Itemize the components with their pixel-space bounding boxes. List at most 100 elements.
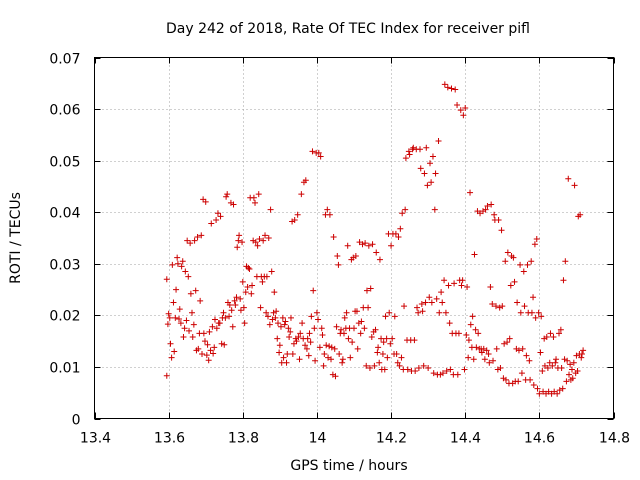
- data-point: [560, 277, 567, 284]
- data-point: [416, 146, 423, 153]
- plot-frame: [94, 57, 614, 419]
- data-point: [226, 302, 233, 309]
- data-point: [252, 199, 259, 206]
- data-point: [424, 182, 431, 189]
- data-point: [426, 160, 433, 167]
- data-point: [287, 328, 294, 335]
- data-point: [504, 249, 511, 256]
- data-point: [254, 242, 261, 249]
- data-point: [547, 330, 554, 337]
- data-point: [507, 282, 514, 289]
- data-point: [287, 314, 294, 321]
- data-point: [297, 330, 304, 337]
- data-point: [391, 313, 398, 320]
- data-point: [299, 320, 306, 327]
- data-point: [187, 290, 194, 297]
- data-point: [452, 86, 459, 93]
- data-point: [467, 189, 474, 196]
- data-point: [330, 233, 337, 240]
- data-point: [203, 352, 210, 359]
- data-point: [546, 359, 553, 366]
- data-point: [176, 315, 183, 322]
- data-point: [260, 237, 267, 244]
- data-point: [497, 364, 504, 371]
- data-point: [454, 101, 461, 108]
- data-point: [282, 318, 289, 325]
- data-point: [461, 366, 468, 373]
- data-point: [380, 339, 387, 346]
- data-point: [515, 378, 522, 385]
- data-point: [191, 237, 198, 244]
- data-point: [530, 294, 537, 301]
- data-point: [428, 299, 435, 306]
- data-point: [347, 354, 354, 361]
- data-point: [383, 335, 390, 342]
- data-point: [375, 344, 382, 351]
- y-tick-label: 0.02: [49, 309, 80, 325]
- data-point: [569, 375, 576, 382]
- data-point: [265, 235, 272, 241]
- data-point: [365, 242, 372, 249]
- data-point: [303, 345, 310, 352]
- data-point: [401, 303, 408, 310]
- data-point: [168, 354, 175, 361]
- data-point: [312, 357, 319, 364]
- data-point: [550, 334, 557, 341]
- data-point: [415, 309, 422, 316]
- data-point: [228, 307, 235, 314]
- data-point: [578, 351, 585, 358]
- data-point: [518, 370, 525, 377]
- data-point: [201, 338, 208, 345]
- data-point: [528, 309, 535, 316]
- data-point: [271, 289, 278, 296]
- data-point: [249, 282, 256, 289]
- data-point: [421, 170, 428, 177]
- data-point: [302, 342, 309, 349]
- data-point: [478, 349, 485, 356]
- data-point: [491, 211, 498, 218]
- data-point: [538, 313, 545, 320]
- data-point: [528, 258, 535, 265]
- x-tick-label: 13.4: [80, 431, 111, 447]
- data-point: [484, 203, 491, 210]
- data-point: [359, 241, 366, 248]
- data-point: [173, 286, 180, 293]
- data-point: [430, 370, 437, 377]
- data-point: [580, 347, 587, 354]
- data-point: [326, 343, 333, 350]
- x-tick-labels: 13.4 13.6 13.8 14 14.2 14.4 14.6 14.8: [80, 431, 630, 447]
- data-point: [306, 330, 313, 337]
- data-point: [515, 347, 522, 354]
- data-point: [237, 295, 244, 302]
- data-point: [172, 314, 179, 321]
- data-point: [381, 366, 388, 373]
- data-point: [304, 335, 311, 342]
- data-point: [298, 191, 305, 198]
- data-point: [195, 345, 202, 352]
- data-point: [256, 236, 263, 243]
- data-point: [376, 359, 383, 366]
- data-point: [532, 314, 539, 321]
- data-point: [214, 210, 221, 217]
- data-point: [363, 362, 370, 369]
- data-point: [426, 294, 433, 301]
- data-point: [319, 331, 326, 338]
- data-point: [554, 390, 561, 397]
- data-point: [486, 359, 493, 366]
- data-point: [200, 330, 207, 337]
- data-point: [338, 326, 345, 333]
- data-point: [544, 364, 551, 371]
- data-point: [552, 359, 559, 366]
- data-point: [187, 240, 194, 247]
- data-point: [363, 287, 370, 294]
- data-point: [178, 263, 185, 270]
- data-point: [419, 308, 426, 315]
- data-point: [343, 309, 350, 316]
- data-point: [230, 201, 237, 208]
- data-point: [263, 273, 270, 280]
- data-point: [192, 287, 199, 294]
- data-point: [239, 278, 246, 285]
- data-point: [482, 206, 489, 213]
- data-point: [209, 323, 216, 330]
